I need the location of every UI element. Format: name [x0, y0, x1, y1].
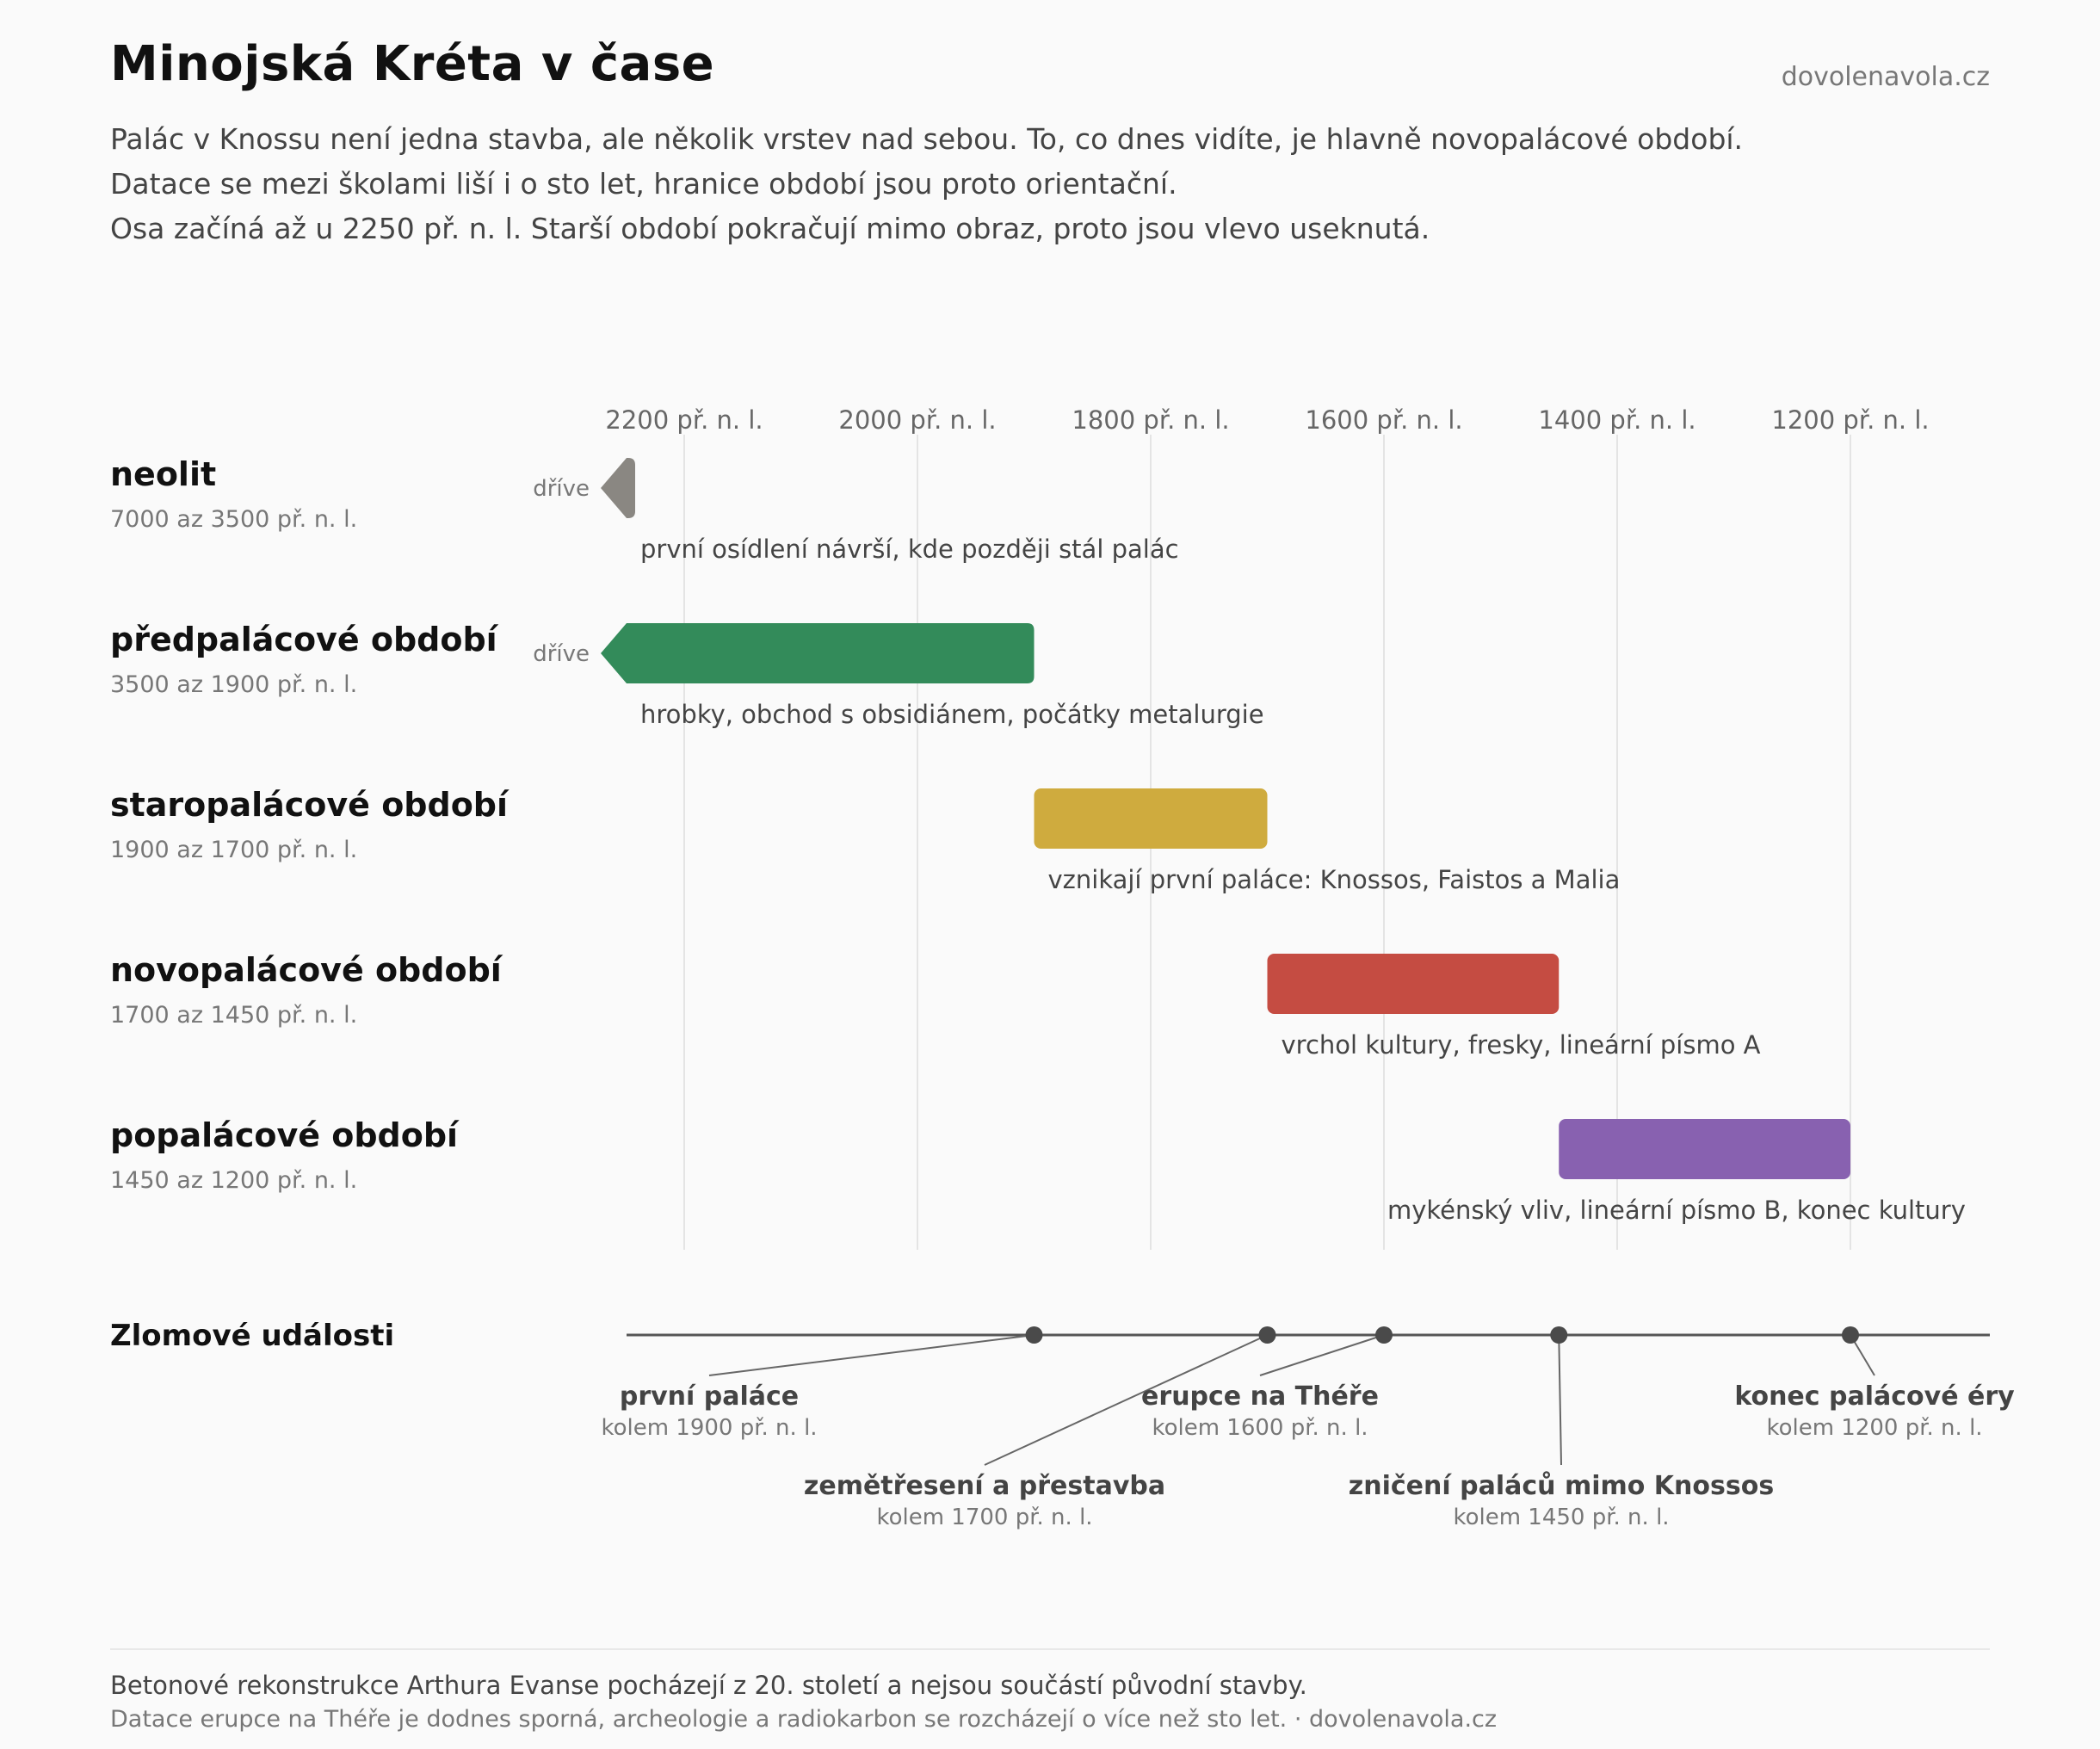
event-leader-line	[1259, 1334, 1385, 1376]
event-title: první paláce	[620, 1381, 799, 1412]
period-range: 7000 az 3500 př. n. l.	[110, 506, 357, 533]
tick-label: 2200 př. n. l.	[605, 405, 763, 435]
intro-line-3: Osa začíná až u 2250 př. n. l. Starší ob…	[110, 212, 1430, 245]
period-bar	[601, 623, 1035, 683]
period-range: 1700 az 1450 př. n. l.	[110, 1002, 357, 1029]
footer-divider	[110, 1648, 1990, 1650]
event-date: kolem 1200 př. n. l.	[1766, 1415, 1982, 1441]
axis-ticks: 2200 př. n. l. 2000 př. n. l. 1800 př. n. …	[605, 405, 1929, 435]
event-leader-line	[984, 1334, 1268, 1466]
tick-label: 1600 př. n. l.	[1305, 405, 1462, 435]
earlier-label: dříve	[533, 476, 590, 502]
event-marker	[1258, 1326, 1276, 1344]
period-rows: neolit 7000 az 3500 př. n. l. dříve první o…	[110, 455, 1966, 1225]
timeline-diagram: 2200 př. n. l. 2000 př. n. l. 1800 př. n. …	[110, 405, 2015, 1530]
event-date: kolem 1700 př. n. l.	[876, 1505, 1092, 1530]
period-name: předpalácové období	[110, 621, 499, 658]
period-name: staropalácové období	[110, 786, 510, 824]
tick-label: 2000 př. n. l.	[838, 405, 996, 435]
tick-label: 1400 př. n. l.	[1538, 405, 1695, 435]
event-date: kolem 1450 př. n. l.	[1453, 1505, 1669, 1530]
period-range: 1900 az 1700 př. n. l.	[110, 837, 357, 863]
period-note: vrchol kultury, fresky, lineární písmo A	[1282, 1030, 1761, 1060]
event-title: konec palácové éry	[1734, 1381, 2015, 1412]
tick-label: 1200 př. n. l.	[1771, 405, 1929, 435]
period-range: 3500 az 1900 př. n. l.	[110, 671, 357, 698]
footer-source: Datace erupce na Théře je dodnes sporná,…	[110, 1706, 1498, 1733]
page-title: Minojská Kréta v čase	[110, 36, 715, 92]
events-heading: Zlomové události	[110, 1319, 394, 1353]
period-bar	[1267, 954, 1560, 1014]
event-title: zničení paláců mimo Knossos	[1349, 1470, 1774, 1501]
period-bar	[1559, 1119, 1850, 1179]
intro-line-1: Palác v Knossu není jedna stavba, ale ně…	[110, 122, 1744, 156]
event-marker	[1550, 1326, 1568, 1344]
event-marker	[1375, 1326, 1393, 1344]
period-name: popalácové období	[110, 1116, 460, 1154]
event-leader-line	[708, 1334, 1035, 1376]
event-date: kolem 1600 př. n. l.	[1152, 1415, 1368, 1441]
events-section: Zlomové události první paláce kolem 1900 …	[110, 1319, 2015, 1530]
period-note: hrobky, obchod s obsidiánem, počátky met…	[640, 700, 1264, 729]
tick-label: 1800 př. n. l.	[1072, 405, 1229, 435]
event-leader-line	[1558, 1334, 1562, 1466]
event-date: kolem 1900 př. n. l.	[601, 1415, 817, 1441]
intro-line-2: Datace se mezi školami liší i o sto let,…	[110, 167, 1177, 201]
period-note: první osídlení návrší, kde později stál …	[640, 535, 1179, 564]
earlier-label: dříve	[533, 641, 590, 667]
period-note: vznikají první paláce: Knossos, Faistos …	[1048, 865, 1621, 894]
site-name: dovolenavola.cz	[1781, 62, 1990, 92]
event-marker	[1025, 1326, 1043, 1344]
period-note: mykénský vliv, lineární písmo B, konec k…	[1387, 1196, 1966, 1225]
period-name: novopalácové období	[110, 951, 503, 989]
period-name: neolit	[110, 455, 216, 493]
footer-note: Betonové rekonstrukce Arthura Evanse poc…	[110, 1671, 1307, 1700]
period-bar	[1034, 788, 1268, 849]
event-marker	[1842, 1326, 1859, 1344]
period-range: 1450 az 1200 př. n. l.	[110, 1167, 357, 1194]
event-title: erupce na Théře	[1141, 1381, 1379, 1412]
event-title: zemětřesení a přestavba	[804, 1471, 1165, 1501]
period-bar	[601, 458, 635, 518]
